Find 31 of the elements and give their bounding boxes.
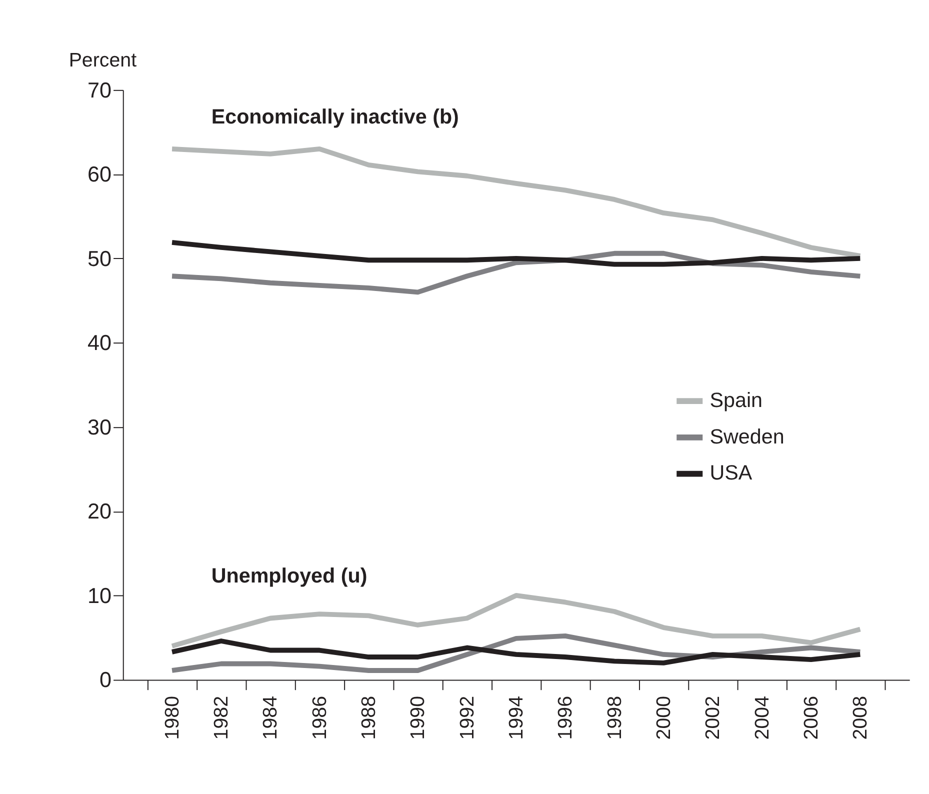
legend-label: Spain [710,388,763,412]
y-tick-label: 30 [88,414,112,440]
x-tick-label: 1994 [506,696,528,740]
y-tick-label: 50 [88,246,112,271]
x-tick-label: 2006 [800,696,822,740]
x-tick-label: 1986 [308,696,331,740]
y-tick-label: 70 [88,77,112,102]
x-tick-label: 1990 [407,696,430,740]
x-tick-label: 1992 [456,696,478,740]
x-tick-label: 2008 [850,696,872,740]
x-tick-label: 2004 [751,696,774,740]
line-series [170,593,863,649]
x-tick-label: 1998 [604,696,626,740]
y-axis-title: Percent [68,49,138,72]
y-tick-label: 60 [88,162,112,187]
y-tick-label: 0 [100,667,112,692]
annotation: Unemployed (u) [211,564,368,588]
line-series [170,146,863,258]
x-tick-label: 1984 [260,696,282,740]
y-tick-label: 40 [88,330,112,356]
legend-label: USA [710,462,752,485]
x-tick-label: 2000 [652,696,675,740]
x-tick-label: 1996 [554,696,577,740]
y-tick-label: 10 [88,582,112,608]
x-tick-label: 2002 [702,696,724,740]
x-tick-label: 1980 [161,696,184,740]
y-tick-label: 20 [88,498,112,524]
x-tick-label: 1982 [210,696,233,740]
annotation: Economically inactive (b) [211,105,459,128]
x-tick-label: 1988 [358,696,380,740]
legend-label: Sweden [710,425,784,448]
